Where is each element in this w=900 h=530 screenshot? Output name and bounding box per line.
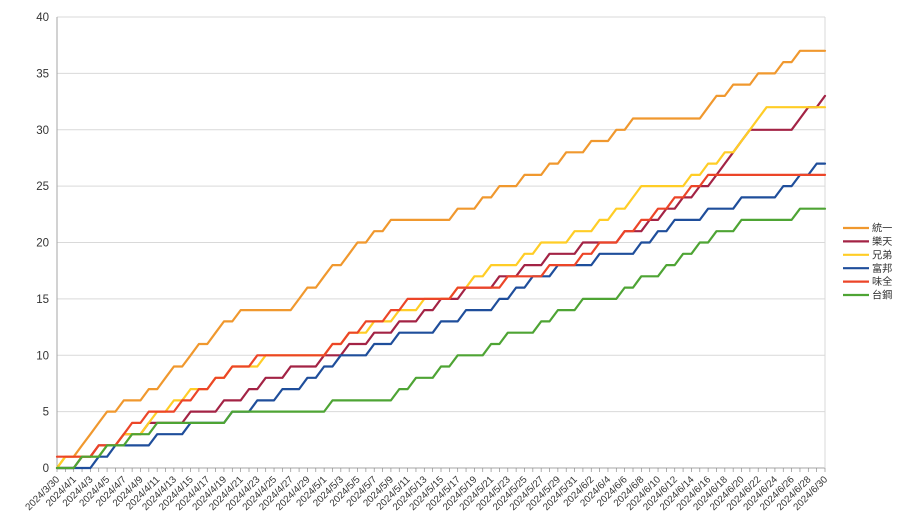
- legend-label-fubon: 富邦: [872, 262, 892, 275]
- x-axis-ticks: [56, 468, 826, 472]
- y-tick-label: 20: [36, 238, 49, 250]
- y-axis-labels: 0 5 10 15 20 25 30 35 40: [36, 12, 49, 475]
- series-line-tsg: [55, 207, 827, 470]
- gridlines: [57, 16, 825, 469]
- legend-item-fubon: 富邦: [843, 262, 892, 275]
- y-tick-label: 25: [36, 181, 49, 193]
- y-tick-label: 5: [43, 407, 49, 419]
- legend-item-weichuan: 味全: [843, 275, 892, 288]
- y-tick-label: 0: [43, 463, 49, 475]
- legend-label-brothers: 兄弟: [872, 249, 892, 261]
- legend-label-uni: 統一: [872, 222, 892, 235]
- y-tick-label: 10: [36, 350, 49, 362]
- legend-item-rakuten: 樂天: [843, 235, 892, 248]
- y-tick-label: 15: [36, 294, 49, 306]
- legend-label-tsg: 台鋼: [872, 289, 892, 302]
- series-lines: [55, 49, 827, 470]
- legend-item-uni: 統一: [843, 222, 892, 235]
- legend-label-rakuten: 樂天: [872, 235, 892, 248]
- series-line-weichuan: [55, 173, 827, 458]
- y-tick-label: 30: [36, 125, 49, 137]
- y-tick-label: 35: [36, 68, 49, 80]
- legend-item-tsg: 台鋼: [843, 289, 892, 302]
- legend-label-weichuan: 味全: [872, 275, 892, 288]
- series-line-brothers: [55, 106, 827, 470]
- series-line-uni: [55, 49, 827, 470]
- legend-item-brothers: 兄弟: [843, 249, 892, 261]
- series-line-fubon: [55, 162, 827, 470]
- y-tick-label: 40: [36, 12, 49, 24]
- x-axis-labels: 2024/3/302024/4/12024/4/32024/4/52024/4/…: [24, 474, 831, 513]
